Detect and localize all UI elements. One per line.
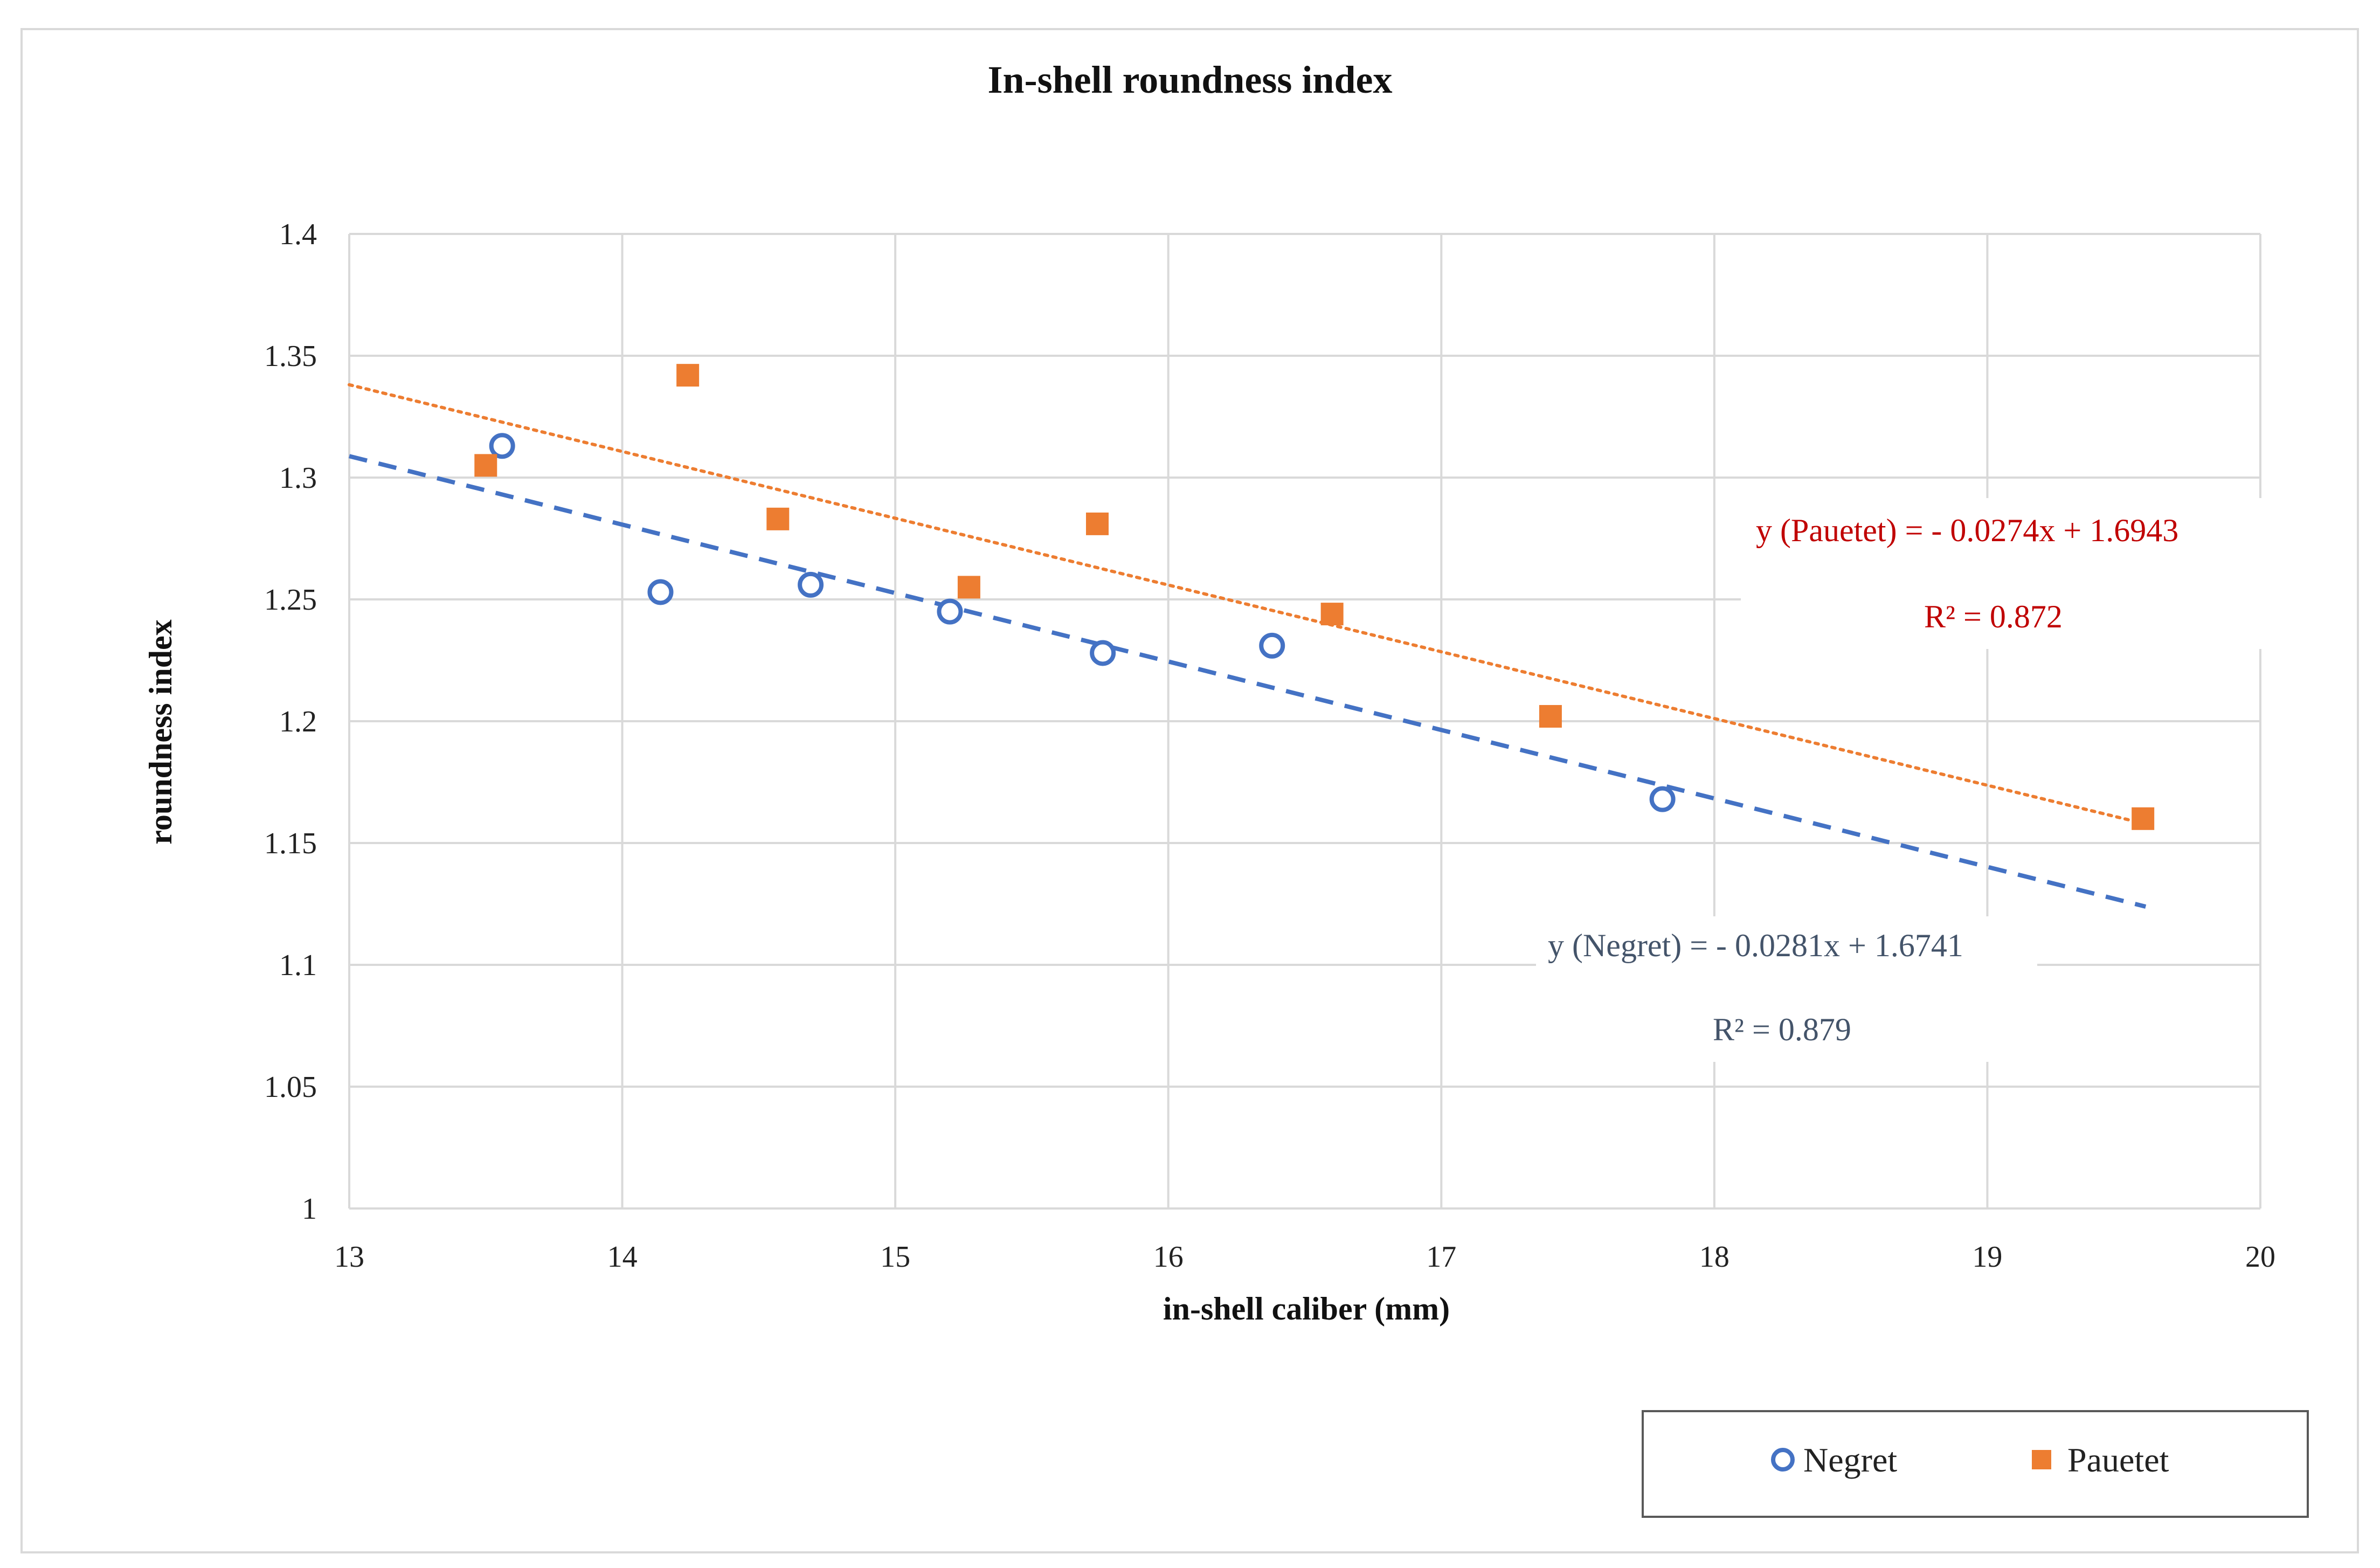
y-tick-label: 1.3 bbox=[279, 461, 317, 495]
negret-point bbox=[798, 571, 824, 598]
legend: Negret Pauetet bbox=[1642, 1410, 2309, 1518]
y-tick-label: 1.1 bbox=[279, 949, 317, 982]
chart-background bbox=[20, 28, 2359, 1553]
y-tick-label: 1.15 bbox=[264, 827, 317, 860]
y-tick-labels: 1 1.05 1.1 1.15 1.2 1.25 1.3 1.35 1.4 bbox=[264, 218, 317, 1226]
x-axis-title: in-shell caliber (mm) bbox=[1163, 1291, 1450, 1327]
pauetet-point bbox=[474, 454, 497, 477]
y-tick-label: 1.25 bbox=[264, 583, 317, 617]
pauetet-point bbox=[676, 364, 700, 387]
data-markers bbox=[474, 364, 2155, 830]
negret-r2: R² = 0.879 bbox=[1713, 1012, 1851, 1047]
legend-box bbox=[1642, 1410, 2309, 1518]
x-tick-label: 18 bbox=[1699, 1240, 1729, 1274]
pauetet-point bbox=[1539, 704, 1562, 728]
x-tick-label: 16 bbox=[1153, 1240, 1184, 1274]
pauetet-point bbox=[2132, 807, 2155, 830]
trendline-negret bbox=[349, 454, 2147, 909]
pauetet-r2: R² = 0.872 bbox=[1924, 599, 2063, 634]
trendlines bbox=[348, 383, 2147, 909]
x-tick-label: 17 bbox=[1426, 1240, 1456, 1274]
y-tick-label: 1.05 bbox=[264, 1070, 317, 1104]
legend-negret-label: Negret bbox=[1803, 1441, 1897, 1479]
pauetet-equation-label: y (Pauetet) = - 0.0274x + 1.6943 R² = 0.… bbox=[1741, 498, 2272, 649]
negret-point bbox=[1259, 632, 1285, 659]
negret-equation: y (Negret) = - 0.0281x + 1.6741 bbox=[1548, 928, 1963, 963]
pauetet-equation-bg bbox=[1741, 498, 2272, 649]
pauetet-point bbox=[766, 507, 790, 530]
legend-pauetet-marker-icon bbox=[2032, 1450, 2051, 1469]
negret-point bbox=[937, 598, 963, 625]
pauetet-point bbox=[957, 576, 980, 599]
negret-point bbox=[489, 433, 515, 459]
x-tick-label: 13 bbox=[334, 1240, 364, 1274]
negret-point bbox=[1649, 786, 1676, 812]
x-tick-label: 14 bbox=[607, 1240, 638, 1274]
y-tick-label: 1.4 bbox=[279, 218, 317, 251]
legend-negret-marker-icon bbox=[1771, 1448, 1795, 1472]
x-tick-label: 20 bbox=[2245, 1240, 2275, 1274]
legend-pauetet-label: Pauetet bbox=[2067, 1441, 2169, 1479]
negret-equation-bg bbox=[1536, 916, 2037, 1062]
y-tick-label: 1.35 bbox=[264, 340, 317, 373]
negret-point bbox=[1090, 640, 1116, 666]
x-tick-label: 19 bbox=[1972, 1240, 2002, 1274]
x-tick-labels: 13 14 15 16 17 18 19 20 bbox=[334, 1240, 2275, 1274]
trendline-pauetet bbox=[348, 383, 2140, 824]
y-axis-title: roundness index bbox=[143, 619, 178, 844]
negret-equation-label: y (Negret) = - 0.0281x + 1.6741 R² = 0.8… bbox=[1536, 916, 2037, 1062]
y-tick-label: 1 bbox=[302, 1192, 317, 1226]
pauetet-equation: y (Pauetet) = - 0.0274x + 1.6943 bbox=[1756, 513, 2178, 548]
x-tick-label: 15 bbox=[880, 1240, 910, 1274]
y-tick-label: 1.2 bbox=[279, 705, 317, 738]
chart-title: In-shell roundness index bbox=[988, 58, 1393, 101]
negret-point bbox=[647, 579, 674, 605]
pauetet-point bbox=[1086, 512, 1109, 535]
pauetet-point bbox=[1320, 603, 1344, 626]
